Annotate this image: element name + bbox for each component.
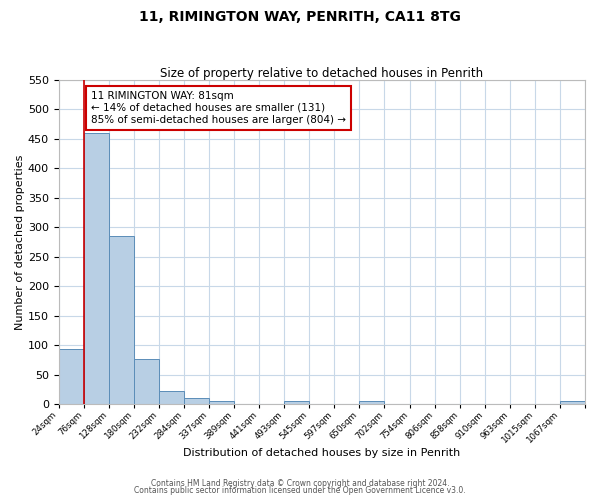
Bar [134, 360, 159, 405]
Bar [209, 400, 234, 404]
Bar [83, 132, 109, 404]
Text: 11, RIMINGTON WAY, PENRITH, CA11 8TG: 11, RIMINGTON WAY, PENRITH, CA11 8TG [139, 10, 461, 24]
Bar [59, 350, 83, 405]
X-axis label: Distribution of detached houses by size in Penrith: Distribution of detached houses by size … [183, 448, 460, 458]
Bar [359, 402, 385, 404]
Bar [159, 390, 184, 404]
Bar [284, 402, 309, 404]
Text: 11 RIMINGTON WAY: 81sqm
← 14% of detached houses are smaller (131)
85% of semi-d: 11 RIMINGTON WAY: 81sqm ← 14% of detache… [91, 92, 346, 124]
Bar [184, 398, 209, 404]
Text: Contains public sector information licensed under the Open Government Licence v3: Contains public sector information licen… [134, 486, 466, 495]
Y-axis label: Number of detached properties: Number of detached properties [15, 154, 25, 330]
Title: Size of property relative to detached houses in Penrith: Size of property relative to detached ho… [160, 66, 484, 80]
Bar [560, 402, 585, 404]
Bar [109, 236, 134, 404]
Text: Contains HM Land Registry data © Crown copyright and database right 2024.: Contains HM Land Registry data © Crown c… [151, 478, 449, 488]
